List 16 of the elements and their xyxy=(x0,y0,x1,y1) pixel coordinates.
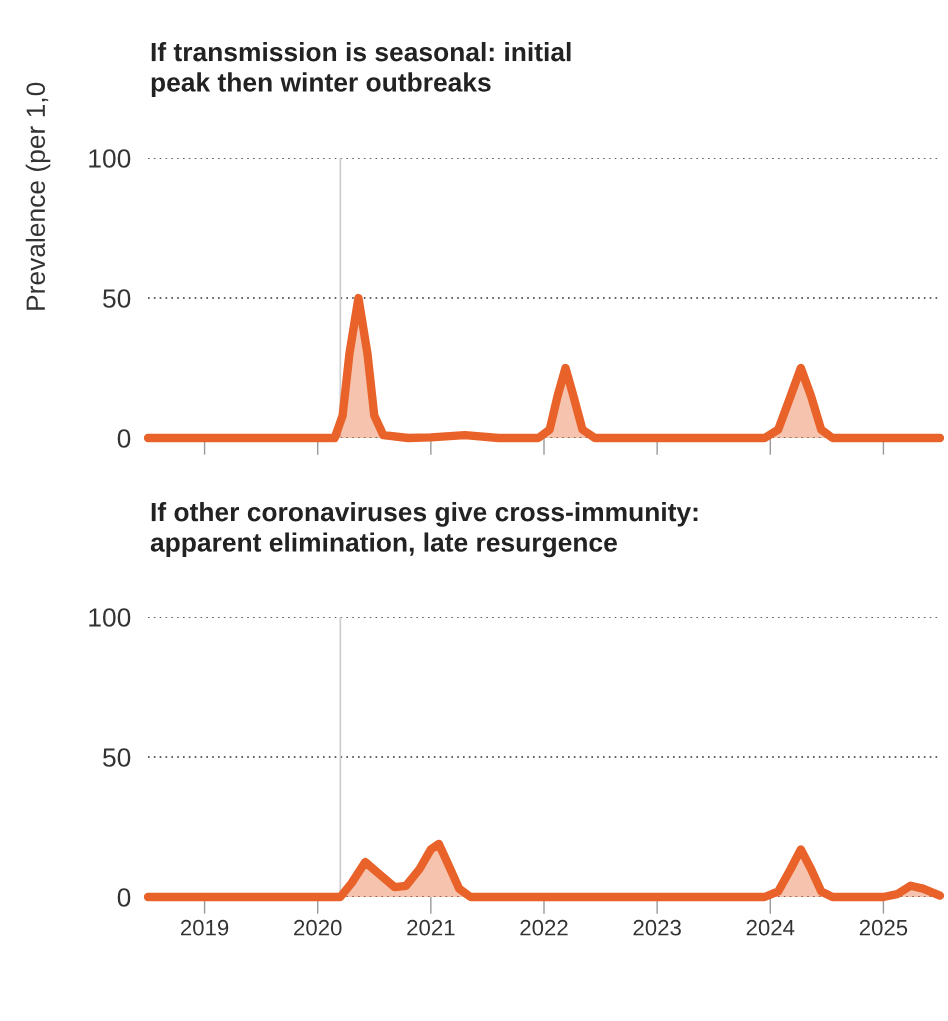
y-tick-label: 0 xyxy=(117,429,131,448)
x-tick-label: 2024 xyxy=(746,919,795,936)
x-tick-label: 2023 xyxy=(633,919,681,936)
y-tick-label: 0 xyxy=(117,888,131,907)
x-tick-label: 2022 xyxy=(520,919,568,936)
x-tick-label: 2025 xyxy=(859,919,908,936)
y-tick-label: 100 xyxy=(89,608,131,627)
y-tick-label: 100 xyxy=(89,149,131,168)
y-tick-label: 50 xyxy=(103,289,131,308)
chart-title: If transmission is seasonal: initial peak then winter outbreaks xyxy=(151,42,571,97)
x-tick-label: 2020 xyxy=(294,919,342,936)
y-axis-title: Prevalence (per 1,0 xyxy=(25,82,51,310)
x-tick-label: 2019 xyxy=(180,919,229,936)
chart-title: If other coronaviruses give cross-immunity: apparent elimination, late resurgence xyxy=(150,502,698,558)
x-tick-label: 2021 xyxy=(407,919,455,936)
y-tick-label: 50 xyxy=(103,748,131,767)
